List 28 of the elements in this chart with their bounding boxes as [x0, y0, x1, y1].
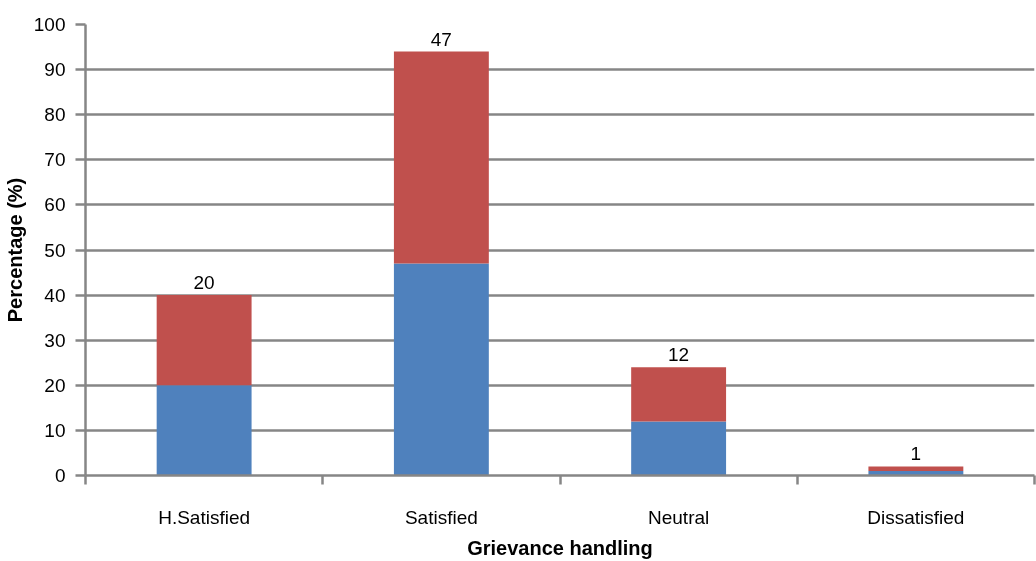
data-label: 1: [910, 443, 922, 465]
bar: [156, 385, 252, 476]
bar: [393, 51, 489, 264]
bar: [868, 466, 964, 471]
x-tick-label: Dissatisfied: [867, 506, 965, 528]
x-axis-title: Grievance handling: [467, 536, 653, 559]
data-label: 12: [668, 344, 690, 366]
bar: [156, 295, 252, 386]
bar: [631, 367, 727, 422]
y-tick-label: 90: [44, 59, 66, 81]
y-tick-label: 70: [44, 149, 66, 171]
y-tick-label: 0: [54, 465, 66, 486]
y-axis-title: Percentage (%): [3, 177, 26, 323]
bar: [631, 421, 727, 476]
y-tick-label: 40: [44, 284, 66, 306]
y-tick-label: 10: [44, 419, 66, 441]
data-label: 47: [430, 28, 452, 50]
y-tick-label: 80: [44, 104, 66, 126]
y-tick-label: 20: [44, 374, 66, 396]
x-tick-label: H.Satisfied: [158, 506, 251, 528]
y-tick-label: 60: [44, 194, 66, 216]
bar: [393, 263, 489, 476]
x-tick-label: Neutral: [648, 506, 710, 528]
y-tick-label: 30: [44, 329, 66, 351]
y-tick-label: 50: [44, 239, 66, 261]
data-label: 20: [193, 272, 215, 294]
y-tick-label: 100: [33, 14, 66, 35]
x-tick-label: Satisfied: [404, 506, 478, 528]
